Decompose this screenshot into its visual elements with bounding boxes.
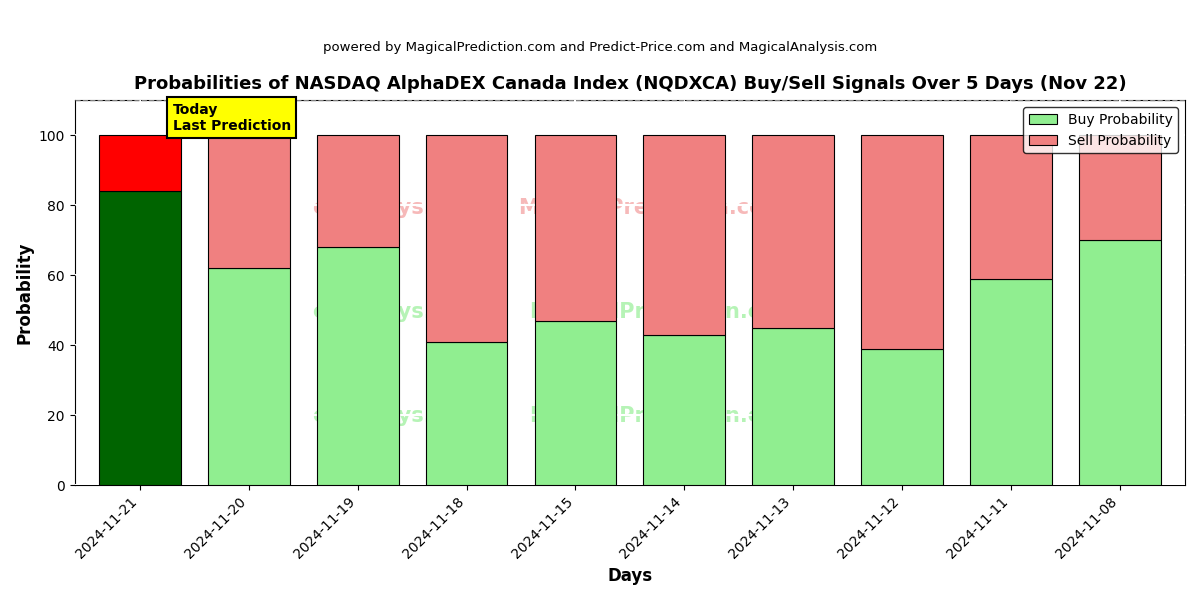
Bar [426, 341, 508, 485]
X-axis label: Days: Days [607, 567, 653, 585]
Bar [534, 135, 617, 320]
Text: MagicalPrediction.co: MagicalPrediction.co [529, 302, 775, 322]
Bar [317, 135, 398, 247]
Text: MagicalPrediction.com: MagicalPrediction.com [518, 198, 786, 218]
Text: Today
Last Prediction: Today Last Prediction [173, 103, 290, 133]
Bar [208, 135, 289, 268]
Bar [970, 135, 1051, 278]
Bar [534, 320, 617, 485]
Bar [862, 349, 943, 485]
Text: calAnalys.co: calAnalys.co [312, 198, 458, 218]
Bar [643, 135, 725, 335]
Bar [100, 135, 181, 191]
Bar [752, 135, 834, 328]
Bar [862, 135, 943, 349]
Bar [100, 191, 181, 485]
Text: calAnalys.co: calAnalys.co [312, 302, 458, 322]
Text: MagicalPrediction.co: MagicalPrediction.co [529, 406, 775, 426]
Title: Probabilities of NASDAQ AlphaDEX Canada Index (NQDXCA) Buy/Sell Signals Over 5 D: Probabilities of NASDAQ AlphaDEX Canada … [133, 75, 1126, 93]
Bar [970, 278, 1051, 485]
Bar [1079, 135, 1160, 240]
Bar [752, 328, 834, 485]
Legend: Buy Probability, Sell Probability: Buy Probability, Sell Probability [1024, 107, 1178, 153]
Text: calAnalys.co: calAnalys.co [312, 406, 458, 426]
Bar [208, 268, 289, 485]
Bar [1079, 240, 1160, 485]
Bar [317, 247, 398, 485]
Bar [426, 135, 508, 341]
Text: powered by MagicalPrediction.com and Predict-Price.com and MagicalAnalysis.com: powered by MagicalPrediction.com and Pre… [323, 41, 877, 54]
Bar [643, 335, 725, 485]
Y-axis label: Probability: Probability [16, 241, 34, 344]
